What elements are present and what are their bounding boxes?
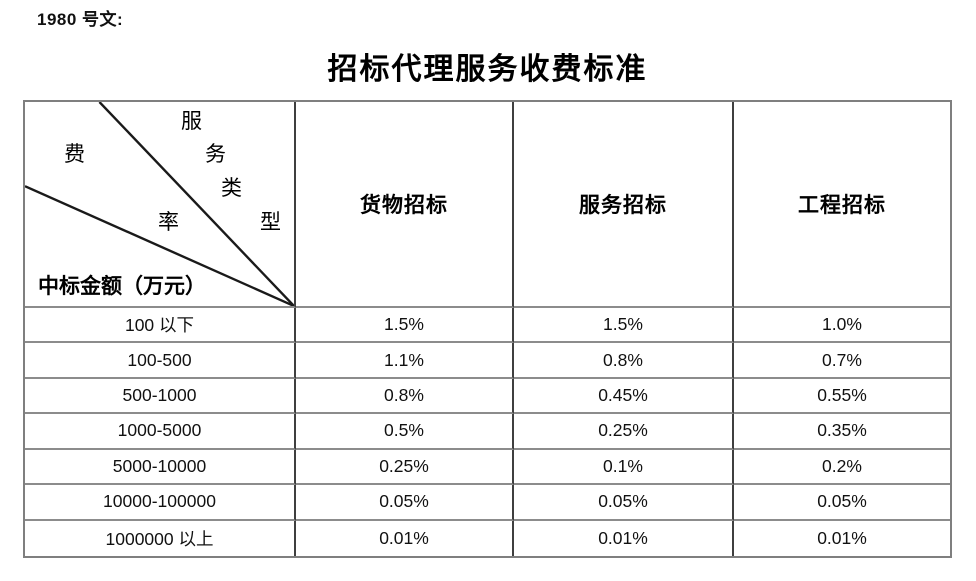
rate-cell: 0.25%	[296, 449, 514, 486]
corner-type-char: 服	[181, 109, 202, 133]
page-title: 招标代理服务收费标准	[327, 53, 648, 86]
corner-type-char: 务	[205, 142, 226, 166]
row-label: 1000-5000	[25, 414, 296, 450]
rate-cell: 0.7%	[734, 343, 950, 379]
row-label: 100-500	[25, 343, 296, 379]
row-label: 500-1000	[25, 378, 296, 415]
corner-rate-char: 率	[158, 210, 179, 234]
corner-type-char: 型	[260, 210, 281, 234]
doc-number-label: 1980 号文:	[37, 10, 124, 29]
rate-cell: 1.5%	[514, 308, 734, 344]
rate-cell: 0.01%	[817, 527, 867, 548]
column-header-engineering: 工程招标	[734, 102, 950, 308]
row-label: 100 以下	[25, 308, 296, 344]
table-corner-cell: 服 务 类 型 费 率 中标金额（万元）	[25, 102, 296, 308]
rate-cell: 1.0%	[734, 308, 950, 344]
corner-rate-char: 费	[64, 142, 85, 166]
rate-cell: 0.05%	[296, 485, 514, 521]
rate-cell: 0.5%	[296, 414, 514, 450]
rate-cell: 0.25%	[514, 414, 734, 450]
column-header-goods: 货物招标	[296, 102, 514, 308]
rate-cell: 0.05%	[514, 485, 734, 521]
diagonal-divider-lines	[25, 102, 294, 306]
rate-cell: 0.8%	[296, 378, 514, 415]
row-label: 5000-10000	[25, 449, 296, 486]
rate-cell: 0.55%	[734, 379, 950, 415]
rate-cell: 0.01%	[514, 520, 734, 556]
rate-cell: 0.8%	[514, 343, 734, 379]
rate-cell: 1.5%	[296, 308, 514, 344]
rate-cell: 0.1%	[514, 449, 734, 486]
rate-cell: 0.45%	[514, 378, 734, 415]
fee-standard-table: 服 务 类 型 费 率 中标金额（万元） 货物招标 服务招标 工程招标 100 …	[23, 100, 952, 558]
rate-cell: 0.05%	[734, 485, 950, 521]
rate-cell: 1.1%	[296, 343, 514, 379]
rate-cell: 0.2%	[734, 450, 950, 486]
corner-type-char: 类	[221, 176, 242, 200]
column-header-services: 服务招标	[514, 102, 734, 308]
rate-cell: 0.35%	[734, 414, 950, 450]
corner-amount-label: 中标金额（万元）	[38, 274, 206, 298]
row-label: 10000-100000	[25, 485, 296, 521]
row-label: 1000000 以上	[25, 520, 296, 556]
rate-cell: 0.01%	[296, 520, 514, 556]
